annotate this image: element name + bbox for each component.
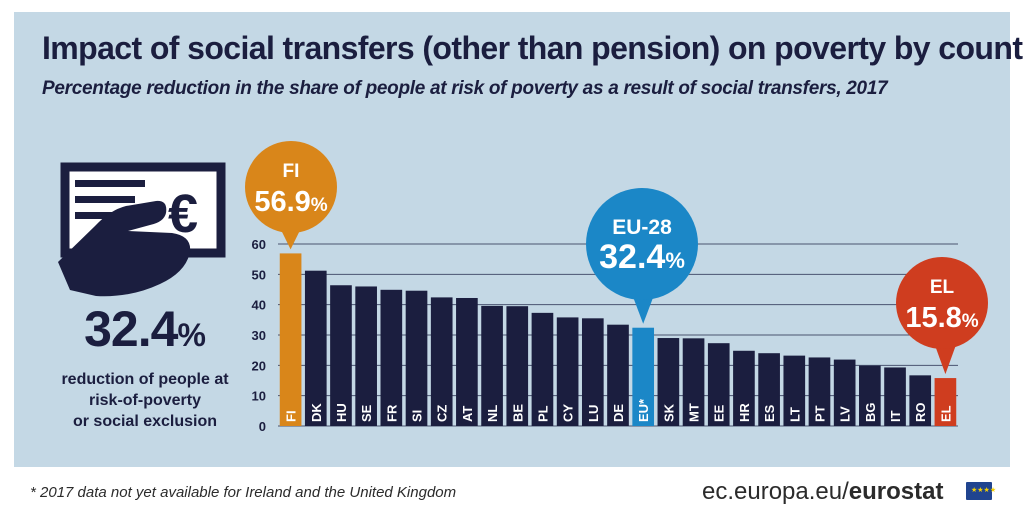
headline-stat: 32.4% <box>40 300 250 358</box>
x-tick-label: HR <box>737 403 752 422</box>
bar <box>531 312 554 426</box>
source-link[interactable]: ec.europa.eu/eurostat <box>702 478 943 506</box>
cheque-hand-euro-icon: € <box>58 162 226 297</box>
x-tick-label: PT <box>812 405 827 422</box>
x-tick-label: EE <box>712 404 727 422</box>
bar <box>556 317 579 426</box>
callout-name: FI <box>283 161 300 182</box>
headline-value: 32.4 <box>84 301 178 357</box>
headline-unit: % <box>177 317 206 353</box>
x-tick-label: BE <box>510 404 525 422</box>
callout-bubble <box>245 141 337 233</box>
bar <box>330 285 352 426</box>
bar <box>833 359 856 426</box>
bar <box>657 338 680 426</box>
callout-pointer <box>933 341 958 375</box>
x-tick-label: MT <box>687 403 702 422</box>
x-tick-label: PL <box>535 405 550 422</box>
callout-pointer <box>631 292 656 324</box>
bar <box>682 338 705 426</box>
x-tick-label: RO <box>913 403 928 423</box>
bar <box>304 270 327 426</box>
callout-bubble <box>586 188 698 300</box>
x-tick-label: NL <box>485 405 500 422</box>
bar <box>733 350 755 426</box>
footnote: * 2017 data not yet available for Irelan… <box>30 484 457 501</box>
x-tick-label: ES <box>762 404 777 422</box>
chart-title: Impact of social transfers (other than p… <box>42 30 1024 66</box>
bar <box>859 365 881 426</box>
y-tick-label: 60 <box>252 237 266 252</box>
x-tick-label: BG <box>863 403 878 423</box>
y-tick-label: 30 <box>252 328 266 343</box>
bar <box>707 343 730 426</box>
source-prefix: ec.europa.eu/ <box>702 478 849 505</box>
x-tick-label: CY <box>561 404 576 422</box>
x-tick-label: EU* <box>636 398 651 422</box>
callout-value: 56.9% <box>254 186 327 218</box>
bar <box>909 375 932 426</box>
bar <box>934 378 957 426</box>
x-tick-label: SE <box>359 404 374 422</box>
y-tick-label: 0 <box>259 419 266 434</box>
bar <box>405 290 428 426</box>
bar <box>607 324 629 426</box>
headline-label: reduction of people at risk-of-poverty o… <box>40 369 250 432</box>
x-tick-label: DK <box>309 403 324 422</box>
x-tick-label: LU <box>586 405 601 422</box>
bar <box>808 357 831 426</box>
x-tick-label: LT <box>787 407 802 422</box>
x-tick-label: FI <box>284 410 299 422</box>
bar <box>456 297 478 426</box>
bar <box>783 355 806 426</box>
x-tick-label: HU <box>334 403 349 422</box>
x-tick-label: CZ <box>435 405 450 422</box>
bar <box>279 253 302 426</box>
y-tick-label: 40 <box>252 298 266 313</box>
bar <box>884 367 906 426</box>
y-tick-label: 10 <box>252 389 266 404</box>
x-tick-label: SK <box>661 403 676 422</box>
y-tick-label: 20 <box>252 358 266 373</box>
source-brand: eurostat <box>848 478 944 505</box>
eu-flag-icon: ★★★★ <box>966 482 996 500</box>
bar <box>380 289 403 426</box>
bar <box>758 353 780 426</box>
x-tick-label: AT <box>460 406 475 422</box>
x-tick-label: LV <box>838 406 853 422</box>
callout-value: 15.8% <box>905 302 978 334</box>
bar <box>506 306 529 426</box>
headline-label-line: or social exclusion <box>72 413 218 430</box>
x-tick-label: DE <box>611 404 626 422</box>
callout-bubble <box>896 257 988 349</box>
callout-name: EL <box>930 277 955 298</box>
callout-name: EU-28 <box>612 216 672 239</box>
bar <box>632 327 655 426</box>
callout-value: 32.4% <box>599 238 685 276</box>
bar <box>581 318 604 426</box>
x-tick-label: IT <box>888 410 903 422</box>
y-tick-label: 50 <box>252 267 266 282</box>
x-tick-label: EL <box>938 405 953 422</box>
x-tick-label: FR <box>384 404 399 422</box>
x-tick-label: SI <box>410 410 425 422</box>
bar <box>355 286 377 426</box>
headline-label-line: risk-of-poverty <box>88 392 202 409</box>
bar <box>430 297 453 426</box>
headline-label-line: reduction of people at <box>61 371 229 388</box>
bar <box>481 305 503 426</box>
chart-subtitle: Percentage reduction in the share of peo… <box>42 78 888 99</box>
